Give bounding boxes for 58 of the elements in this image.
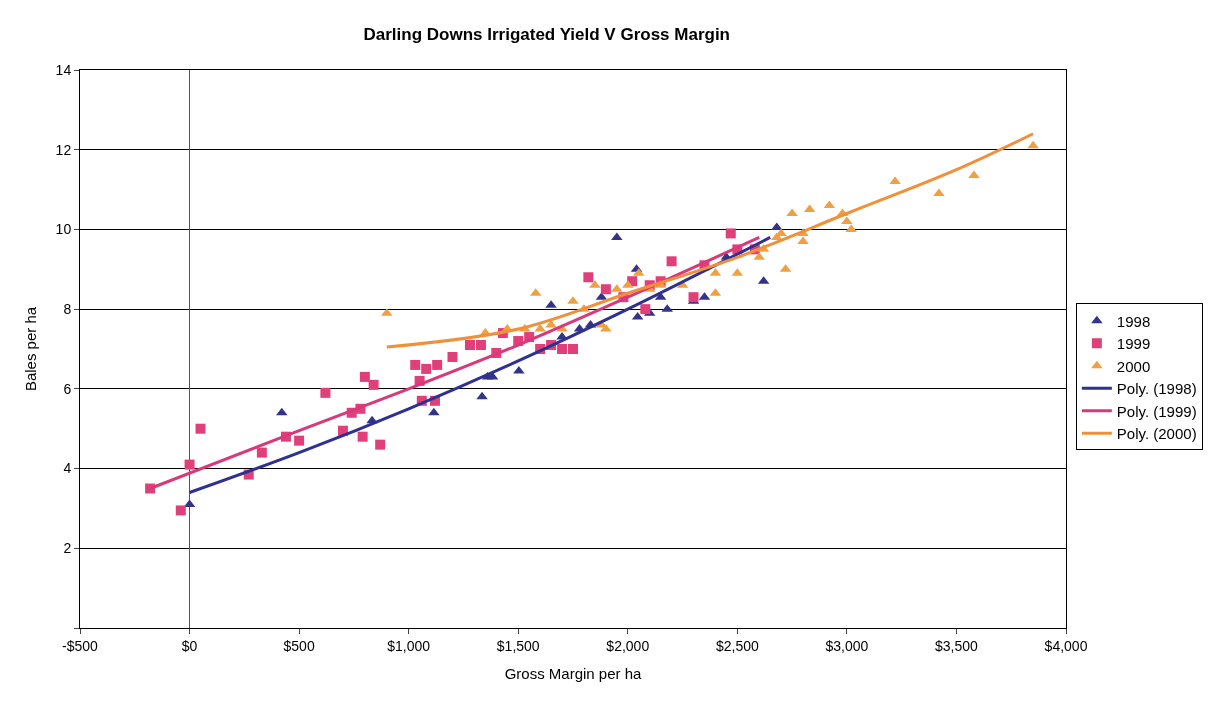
point (375, 439, 386, 450)
point (359, 371, 370, 382)
x-tick-label: $0 (181, 637, 198, 654)
point (410, 359, 421, 370)
point (421, 363, 432, 374)
point (320, 387, 331, 398)
x-tick-label: $1,000 (387, 637, 431, 654)
point (725, 228, 736, 239)
point (368, 379, 379, 390)
legend-label: Poly. (2000) (1116, 425, 1197, 442)
point (475, 340, 486, 351)
x-tick-label: $2,000 (606, 637, 650, 654)
x-tick-label: $2,500 (715, 637, 759, 654)
point (688, 292, 699, 303)
y-tick-label: 14 (55, 61, 72, 78)
line-series (385, 132, 1035, 349)
y-tick-label: 10 (55, 221, 72, 238)
point (256, 447, 267, 458)
point (640, 304, 651, 315)
point (968, 170, 980, 179)
legend-label: Poly. (1999) (1116, 402, 1197, 420)
x-tick-label: -$500 (62, 637, 99, 654)
legend-label: 1998 (1116, 312, 1151, 330)
point (568, 344, 578, 354)
point (195, 423, 206, 434)
point (933, 188, 945, 197)
y-tick-label: 6 (63, 380, 72, 397)
legend-label: 1999 (1116, 335, 1151, 352)
point (432, 359, 443, 370)
y-tick-label: 8 (63, 301, 72, 318)
point (465, 340, 476, 351)
x-tick-label: $3,000 (825, 637, 869, 654)
y-tick-label: 2 (63, 540, 72, 557)
point (583, 272, 594, 283)
point (600, 284, 611, 295)
x-tick-label: $1,500 (496, 637, 540, 654)
point (666, 256, 677, 267)
x-tick-label: $500 (283, 637, 315, 654)
point (357, 431, 368, 442)
point (184, 459, 195, 470)
chart-title: Darling Downs Irrigated Yield V Gross Margin (363, 25, 731, 45)
point (889, 176, 901, 185)
point (476, 391, 488, 400)
y-tick-label: 12 (55, 141, 72, 158)
x-axis-title: Gross Margin per ha (504, 664, 643, 682)
legend-label: 2000 (1116, 357, 1151, 375)
point (175, 505, 186, 516)
y-tick-label: 4 (63, 460, 72, 477)
x-tick-label: $4,000 (1044, 637, 1088, 654)
point (557, 344, 568, 354)
y-axis-title: Bales per ha (21, 306, 39, 392)
x-tick-label: $3,500 (935, 637, 979, 654)
point (1027, 140, 1039, 149)
point (428, 407, 440, 416)
point (447, 351, 458, 362)
point (294, 435, 305, 446)
legend-label: Poly. (1998) (1116, 380, 1197, 397)
point (276, 407, 288, 416)
